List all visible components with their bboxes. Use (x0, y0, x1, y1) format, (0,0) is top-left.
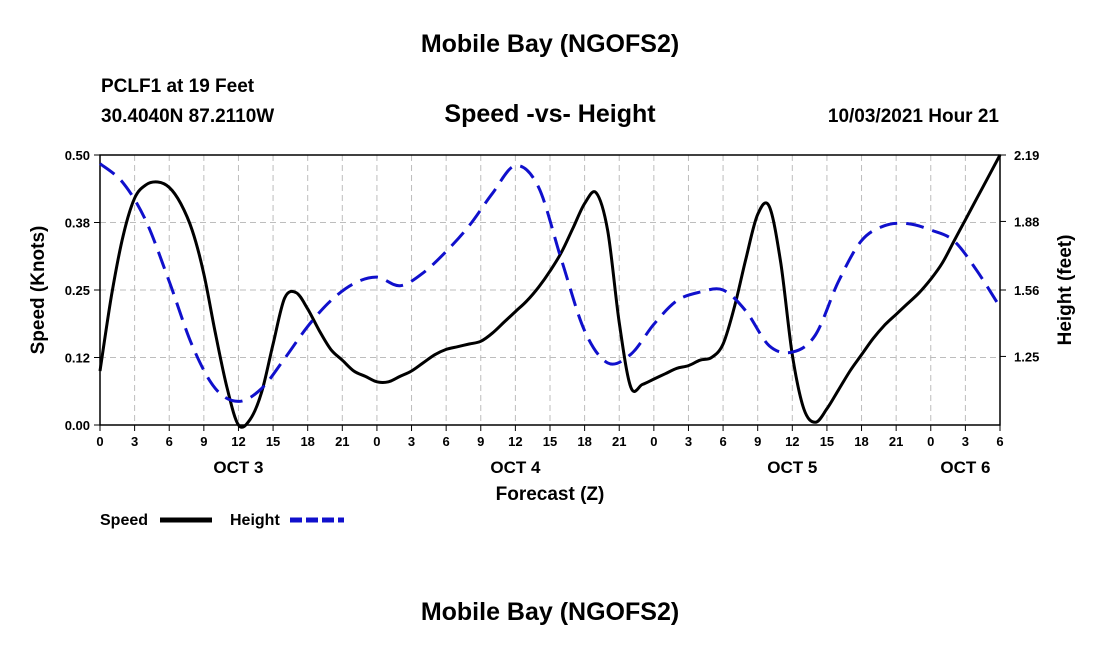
x-tick-label: 0 (927, 434, 934, 449)
x-tick-label: 0 (373, 434, 380, 449)
y-right-tick-label: 2.19 (1014, 148, 1039, 163)
page-title-bottom: Mobile Bay (NGOFS2) (420, 598, 680, 626)
x-tick-label: 12 (785, 434, 799, 449)
x-tick-label: 6 (996, 434, 1003, 449)
y-left-tick-label: 0.25 (65, 283, 90, 298)
x-tick-label: 15 (820, 434, 834, 449)
chart-subtitle: Speed -vs- Height (444, 100, 656, 128)
y-left-tick-label: 0.12 (65, 351, 90, 366)
page-title: Mobile Bay (NGOFS2) (420, 30, 680, 58)
height-series-line (99, 162, 1002, 403)
x-tick-label: 3 (408, 434, 415, 449)
y-right-tick-label: 1.56 (1014, 283, 1039, 298)
legend-label-speed: Speed (100, 512, 148, 529)
forecast-datetime: 10/03/2021 Hour 21 (827, 106, 999, 127)
x-tick-label: 6 (166, 434, 173, 449)
x-tick-label: 15 (543, 434, 557, 449)
legend-label-height: Height (230, 512, 280, 529)
day-label: OCT 5 (767, 458, 817, 477)
day-label: OCT 6 (940, 458, 990, 477)
x-tick-label: 18 (577, 434, 591, 449)
x-tick-label: 21 (335, 434, 349, 449)
y-right-tick-label: 1.88 (1014, 214, 1039, 229)
x-tick-label: 9 (477, 434, 484, 449)
y-left-tick-label: 0.00 (65, 418, 90, 433)
y-left-tick-label: 0.38 (65, 216, 90, 231)
y-axis-title-right: Height (feet) (1055, 235, 1076, 346)
x-tick-label: 18 (300, 434, 314, 449)
y-right-tick-label: 1.25 (1014, 349, 1039, 364)
station-label: PCLF1 at 19 Feet (101, 76, 255, 97)
x-tick-label: 21 (612, 434, 626, 449)
x-tick-label: 15 (266, 434, 280, 449)
x-tick-label: 3 (131, 434, 138, 449)
y-axis-title-left: Speed (Knots) (28, 226, 49, 355)
x-tick-label: 3 (685, 434, 692, 449)
speed-series-line (98, 154, 1002, 429)
station-coordinates: 30.4040N 87.2110W (101, 106, 275, 127)
x-tick-label: 9 (754, 434, 761, 449)
x-tick-label: 18 (854, 434, 868, 449)
x-tick-label: 3 (962, 434, 969, 449)
x-tick-label: 12 (508, 434, 522, 449)
x-axis-title: Forecast (Z) (496, 484, 605, 505)
x-tick-label: 0 (650, 434, 657, 449)
x-tick-label: 6 (719, 434, 726, 449)
x-tick-label: 0 (96, 434, 103, 449)
y-left-tick-label: 0.50 (65, 148, 90, 163)
x-tick-label: 21 (889, 434, 903, 449)
x-tick-label: 9 (200, 434, 207, 449)
x-tick-label: 12 (231, 434, 245, 449)
day-label: OCT 3 (213, 458, 263, 477)
x-tick-label: 6 (443, 434, 450, 449)
day-label: OCT 4 (490, 458, 541, 477)
